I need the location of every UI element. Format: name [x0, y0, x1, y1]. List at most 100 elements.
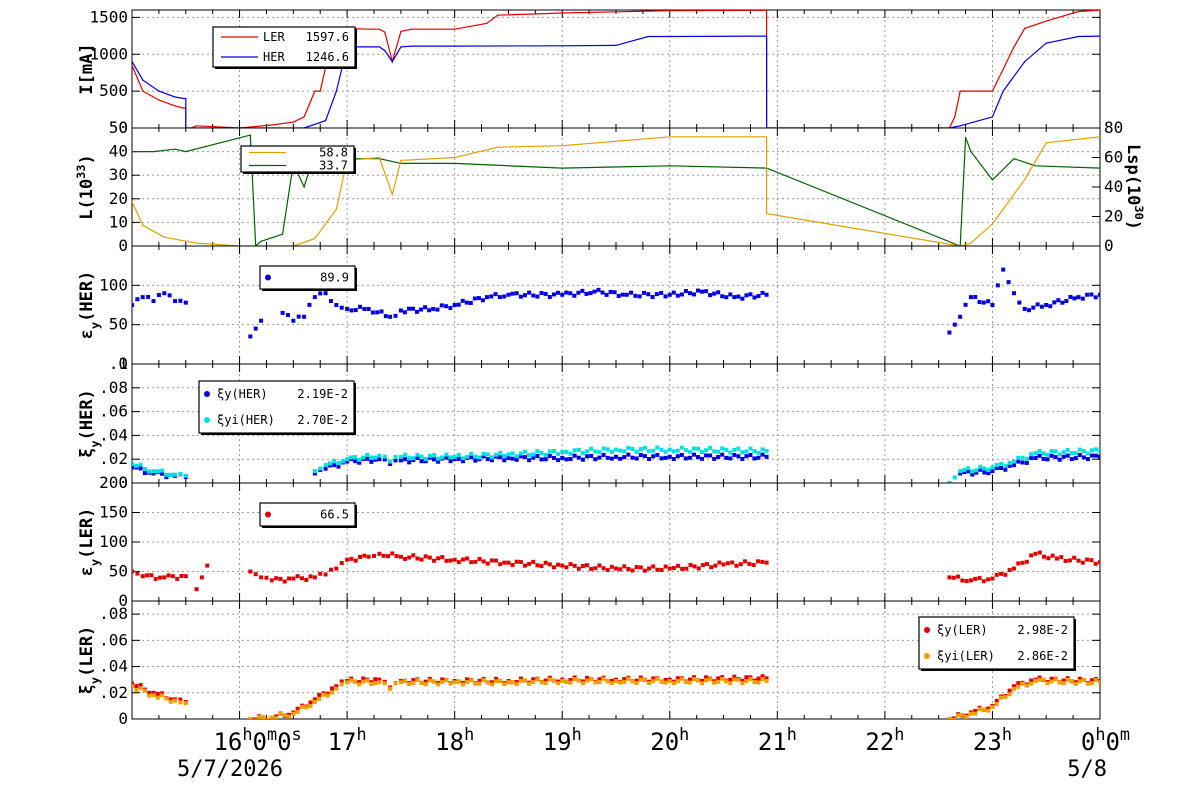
data-point — [990, 465, 995, 470]
data-point — [393, 681, 398, 686]
data-point — [317, 692, 322, 697]
data-point — [132, 64, 133, 66]
data-point — [327, 461, 332, 466]
data-point — [958, 469, 963, 474]
data-point — [1016, 561, 1021, 566]
data-point — [194, 587, 199, 592]
data-point — [1045, 142, 1047, 144]
data-point — [683, 456, 688, 461]
data-point — [630, 568, 635, 573]
data-point — [278, 712, 283, 717]
data-point — [732, 674, 737, 679]
data-point — [614, 454, 618, 459]
data-point — [452, 557, 457, 562]
y-axis-title-part-2: (HER) — [77, 271, 97, 322]
data-point — [476, 296, 481, 301]
data-point — [605, 679, 610, 684]
y-tick-label: .08 — [99, 378, 128, 397]
data-point — [312, 469, 317, 474]
data-point — [480, 298, 485, 303]
x-tick-label: 17h — [328, 724, 367, 756]
data-point — [539, 457, 544, 462]
data-point — [1013, 158, 1015, 160]
data-point — [493, 292, 498, 297]
data-point — [403, 678, 408, 683]
legend-swatch — [204, 417, 210, 423]
data-point — [377, 551, 382, 556]
y-axis-title-part-0: I[mA] — [77, 43, 97, 94]
data-point — [1077, 679, 1082, 684]
data-point — [609, 450, 614, 455]
data-point — [704, 678, 709, 683]
data-point — [712, 680, 717, 685]
data-point — [411, 553, 416, 558]
data-point — [951, 575, 956, 580]
data-point — [589, 566, 594, 571]
data-layer — [132, 445, 1100, 483]
data-point — [514, 454, 519, 459]
data-point — [659, 567, 664, 572]
data-point — [756, 455, 761, 460]
y-tick-label: 30 — [109, 165, 128, 184]
data-point — [634, 456, 639, 461]
data-point — [147, 469, 152, 474]
data-point — [1011, 566, 1016, 571]
data-point — [691, 677, 696, 682]
data-point — [390, 551, 395, 556]
data-point — [498, 678, 503, 683]
y-axis-title-part-2: (LER) — [77, 508, 97, 559]
data-point — [419, 454, 424, 459]
data-point — [151, 693, 156, 698]
legend-label: HER — [263, 50, 285, 64]
data-point — [1033, 551, 1038, 556]
data-point — [675, 454, 680, 459]
data-point — [178, 697, 183, 702]
data-point — [728, 292, 733, 297]
data-point — [667, 447, 672, 452]
data-point — [477, 556, 482, 561]
data-point — [605, 568, 610, 573]
data-point — [600, 290, 605, 295]
data-point — [669, 10, 671, 12]
y2-tick-label: 80 — [1104, 118, 1123, 137]
data-point — [675, 679, 680, 684]
data-point — [489, 682, 494, 687]
data-point — [1045, 20, 1047, 22]
data-point — [740, 681, 745, 686]
x-tick-label-part-0: 20 — [650, 728, 679, 756]
data-point — [705, 562, 710, 567]
data-point — [564, 565, 569, 570]
data-point — [377, 457, 382, 462]
data-point — [970, 472, 975, 477]
x-tick-label-part-1: h — [787, 724, 797, 744]
x-tick-label: 22h — [865, 724, 904, 756]
data-point — [158, 90, 160, 92]
data-point — [1057, 680, 1062, 685]
data-point — [960, 578, 965, 583]
date-end-label: 5/8 — [1067, 757, 1107, 782]
data-point — [580, 451, 585, 456]
data-point — [415, 455, 420, 460]
data-point — [460, 459, 465, 464]
data-point — [676, 563, 681, 568]
data-point — [372, 553, 376, 558]
data-point — [724, 295, 729, 300]
data-point — [382, 681, 387, 686]
data-point — [1045, 457, 1050, 462]
legend-swatch — [924, 653, 930, 659]
data-point — [612, 290, 617, 295]
data-point — [1049, 676, 1054, 681]
data-point — [312, 697, 317, 702]
data-point — [423, 554, 428, 559]
data-point — [951, 717, 956, 719]
data-point — [152, 151, 155, 153]
data-point — [163, 236, 165, 238]
data-point — [1016, 681, 1021, 686]
data-point — [353, 558, 358, 563]
data-point — [547, 453, 552, 458]
data-point — [973, 294, 978, 299]
data-point — [388, 686, 393, 691]
data-point — [485, 680, 490, 685]
data-point — [708, 453, 713, 458]
data-point — [1029, 456, 1034, 461]
